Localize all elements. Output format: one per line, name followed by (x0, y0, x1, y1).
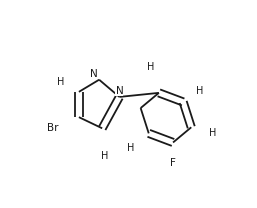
Text: N: N (90, 69, 98, 79)
Text: H: H (57, 77, 65, 87)
Text: H: H (196, 86, 204, 96)
Text: N: N (115, 86, 123, 96)
Text: Br: Br (47, 123, 59, 133)
Text: H: H (127, 142, 135, 152)
Text: H: H (147, 62, 154, 72)
Text: H: H (100, 151, 108, 161)
Text: H: H (209, 128, 217, 138)
Text: F: F (170, 158, 176, 168)
